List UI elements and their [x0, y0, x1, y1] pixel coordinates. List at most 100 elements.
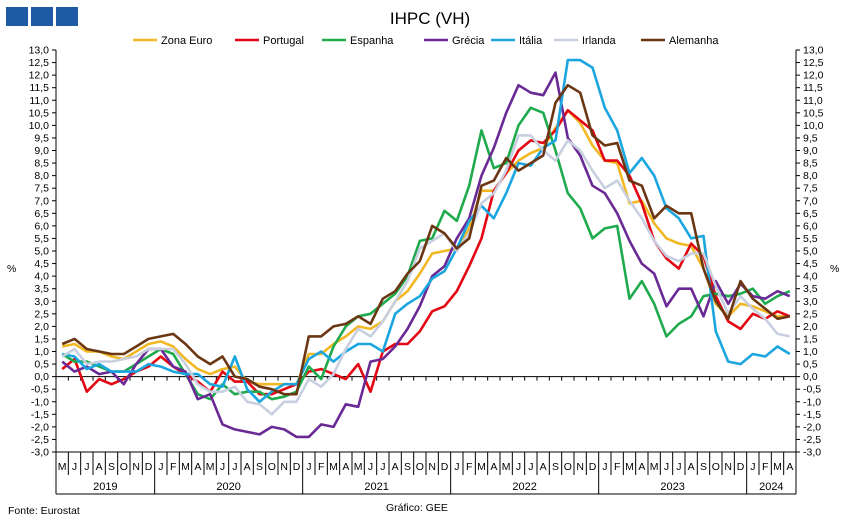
- y-tick-label-right: -3,0: [803, 447, 821, 459]
- chart-credit: Gráfico: GEE: [386, 502, 448, 514]
- y-tick-label-left: 9,0: [34, 145, 49, 157]
- y-tick-label-left: 10,0: [29, 120, 50, 132]
- y-tick-label-right: -2,5: [803, 434, 821, 446]
- y-tick-label-left: 12,5: [29, 57, 50, 69]
- month-label: J: [516, 461, 521, 473]
- y-tick-label-right: 5,0: [803, 246, 818, 258]
- year-label: 2021: [364, 481, 388, 493]
- y-tick-label-right: 0,0: [803, 371, 818, 383]
- month-label: J: [220, 461, 225, 473]
- month-label: M: [773, 461, 782, 473]
- month-label: F: [614, 461, 620, 473]
- legend-label: Espanha: [350, 35, 394, 47]
- month-label: D: [441, 461, 449, 473]
- month-label: J: [454, 461, 459, 473]
- legend: Zona Euro Portugal Espanha Grécia Itália Irla…: [133, 35, 719, 47]
- month-label: O: [268, 461, 276, 473]
- month-label: D: [737, 461, 745, 473]
- y-tick-label-right: 7,0: [803, 195, 818, 207]
- month-label: N: [576, 461, 584, 473]
- month-label: S: [700, 461, 707, 473]
- legend-label: Portugal: [263, 35, 304, 47]
- y-tick-label-right: -1,5: [803, 409, 821, 421]
- month-label: A: [638, 461, 645, 473]
- y-tick-label-right: 2,5: [803, 308, 818, 320]
- legend-label: Zona Euro: [161, 35, 212, 47]
- month-label: A: [392, 461, 399, 473]
- y-tick-label-right: 12,5: [803, 57, 824, 69]
- y-tick-label-right: 12,0: [803, 70, 824, 82]
- y-tick-label-right: -1,0: [803, 396, 821, 408]
- month-label: A: [244, 461, 251, 473]
- month-label: A: [786, 461, 793, 473]
- month-label: N: [724, 461, 732, 473]
- month-label: O: [120, 461, 128, 473]
- month-label: A: [688, 461, 695, 473]
- y-tick-label-right: 10,5: [803, 107, 824, 119]
- month-label: J: [72, 461, 77, 473]
- month-label: J: [232, 461, 237, 473]
- month-label: A: [490, 461, 497, 473]
- month-label: S: [404, 461, 411, 473]
- month-label: J: [664, 461, 669, 473]
- y-tick-label-left: 8,5: [34, 158, 49, 170]
- y-tick-label-left: 4,0: [34, 271, 49, 283]
- month-label: J: [368, 461, 373, 473]
- y-tick-label-right: 3,5: [803, 283, 818, 295]
- legend-label: Itália: [519, 35, 543, 47]
- month-label: F: [762, 461, 768, 473]
- month-label: A: [194, 461, 201, 473]
- month-label: M: [650, 461, 659, 473]
- y-tick-label-left: 5,0: [34, 246, 49, 258]
- month-label: M: [58, 461, 67, 473]
- source-note: Fonte: Eurostat: [8, 505, 80, 517]
- y-tick-label-right: 2,0: [803, 321, 818, 333]
- y-tick-label-right: 11,5: [803, 82, 823, 94]
- month-label: J: [676, 461, 681, 473]
- y-tick-label-right: -2,0: [803, 421, 821, 433]
- series-line-irlanda: [61, 134, 791, 416]
- y-tick-label-right: 3,0: [803, 296, 818, 308]
- month-label: O: [564, 461, 572, 473]
- month-label: O: [416, 461, 424, 473]
- month-label: D: [589, 461, 597, 473]
- y-tick-label-left: 8,0: [34, 170, 49, 182]
- y-tick-label-left: 11,0: [29, 95, 49, 107]
- series-line-alemanha: [61, 83, 791, 396]
- y-tick-label-right: 1,0: [803, 346, 818, 358]
- series-line-zona-euro: [61, 109, 790, 386]
- month-label: D: [145, 461, 153, 473]
- year-label: 2024: [759, 481, 783, 493]
- y-tick-label-right: 6,5: [803, 208, 818, 220]
- y-tick-label-left: 10,5: [29, 107, 50, 119]
- y-tick-label-right: 9,0: [803, 145, 818, 157]
- month-label: J: [528, 461, 533, 473]
- month-label: S: [108, 461, 115, 473]
- y-tick-label-left: 6,5: [34, 208, 49, 220]
- y-tick-label-right: 5,5: [803, 233, 818, 245]
- y-tick-label-left: 0,5: [34, 359, 49, 371]
- y-axis-label-left: %: [7, 263, 16, 275]
- y-tick-label-left: -1,0: [31, 396, 49, 408]
- y-tick-label-left: 1,5: [34, 333, 49, 345]
- legend-label: Irlanda: [582, 35, 617, 47]
- y-tick-label-left: 5,5: [34, 233, 49, 245]
- y-tick-label-left: 13,0: [29, 45, 50, 57]
- axes-group: 13,0 13,012,5 12,512,0 12,011,5 11,511,0 11,0…: [29, 45, 824, 495]
- month-label: S: [256, 461, 263, 473]
- y-tick-label-right: 10,0: [803, 120, 824, 132]
- series-line-gr-cia: [61, 71, 791, 439]
- y-tick-label-left: -1,5: [31, 409, 49, 421]
- year-label: 2023: [660, 481, 684, 493]
- month-label: N: [280, 461, 288, 473]
- y-tick-label-right: 7,5: [803, 183, 818, 195]
- legend-label: Alemanha: [669, 35, 719, 47]
- y-tick-label-right: 0,5: [803, 359, 818, 371]
- month-label: M: [625, 461, 634, 473]
- month-label: J: [602, 461, 607, 473]
- y-tick-label-right: 4,5: [803, 258, 818, 270]
- y-tick-label-left: 3,0: [34, 296, 49, 308]
- month-label: J: [158, 461, 163, 473]
- month-label: J: [750, 461, 755, 473]
- year-label: 2022: [512, 481, 536, 493]
